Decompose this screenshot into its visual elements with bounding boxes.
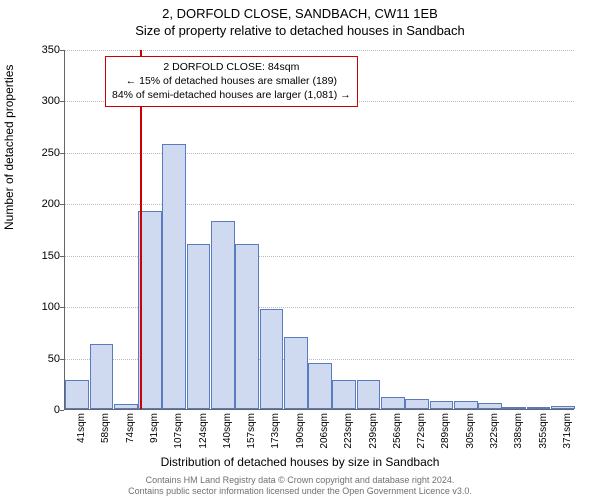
histogram-bar <box>211 221 235 409</box>
ytick-label: 300 <box>26 95 60 107</box>
histogram-bar <box>357 380 381 409</box>
annotation-box: 2 DORFOLD CLOSE: 84sqm ← 15% of detached… <box>105 56 358 107</box>
y-axis-label: Number of detached properties <box>2 65 16 230</box>
histogram-bar <box>430 401 454 409</box>
histogram-bar <box>284 337 308 409</box>
histogram-bar <box>332 380 356 409</box>
histogram-bar <box>527 407 551 409</box>
page-title-line1: 2, DORFOLD CLOSE, SANDBACH, CW11 1EB <box>0 0 600 21</box>
ytick-label: 0 <box>26 404 60 416</box>
histogram-bar <box>90 344 114 409</box>
annotation-line: 2 DORFOLD CLOSE: 84sqm <box>112 60 351 74</box>
ytick-label: 200 <box>26 198 60 210</box>
histogram-bar <box>478 403 502 409</box>
histogram-bar <box>381 397 405 409</box>
histogram-bar <box>405 399 429 409</box>
ytick-label: 250 <box>26 147 60 159</box>
histogram-chart: 2 DORFOLD CLOSE: 84sqm ← 15% of detached… <box>64 50 574 410</box>
histogram-bar <box>551 406 575 409</box>
footer-attribution: Contains HM Land Registry data © Crown c… <box>0 475 600 498</box>
ytick-label: 150 <box>26 250 60 262</box>
histogram-bar <box>502 407 526 409</box>
page-title-line2: Size of property relative to detached ho… <box>0 21 600 38</box>
footer-line: Contains public sector information licen… <box>0 486 600 497</box>
histogram-bar <box>114 404 138 409</box>
histogram-bar <box>235 244 259 409</box>
histogram-bar <box>308 363 332 409</box>
histogram-bar <box>65 380 89 409</box>
ytick-mark <box>60 410 64 411</box>
footer-line: Contains HM Land Registry data © Crown c… <box>0 475 600 486</box>
x-axis-label: Distribution of detached houses by size … <box>0 455 600 469</box>
histogram-bar <box>454 401 478 409</box>
histogram-bar <box>260 309 284 409</box>
annotation-line: ← 15% of detached houses are smaller (18… <box>112 74 351 88</box>
ytick-label: 100 <box>26 301 60 313</box>
annotation-line: 84% of semi-detached houses are larger (… <box>112 88 351 102</box>
histogram-bar <box>187 244 211 409</box>
ytick-label: 350 <box>26 44 60 56</box>
histogram-bar <box>162 144 186 409</box>
ytick-label: 50 <box>26 353 60 365</box>
